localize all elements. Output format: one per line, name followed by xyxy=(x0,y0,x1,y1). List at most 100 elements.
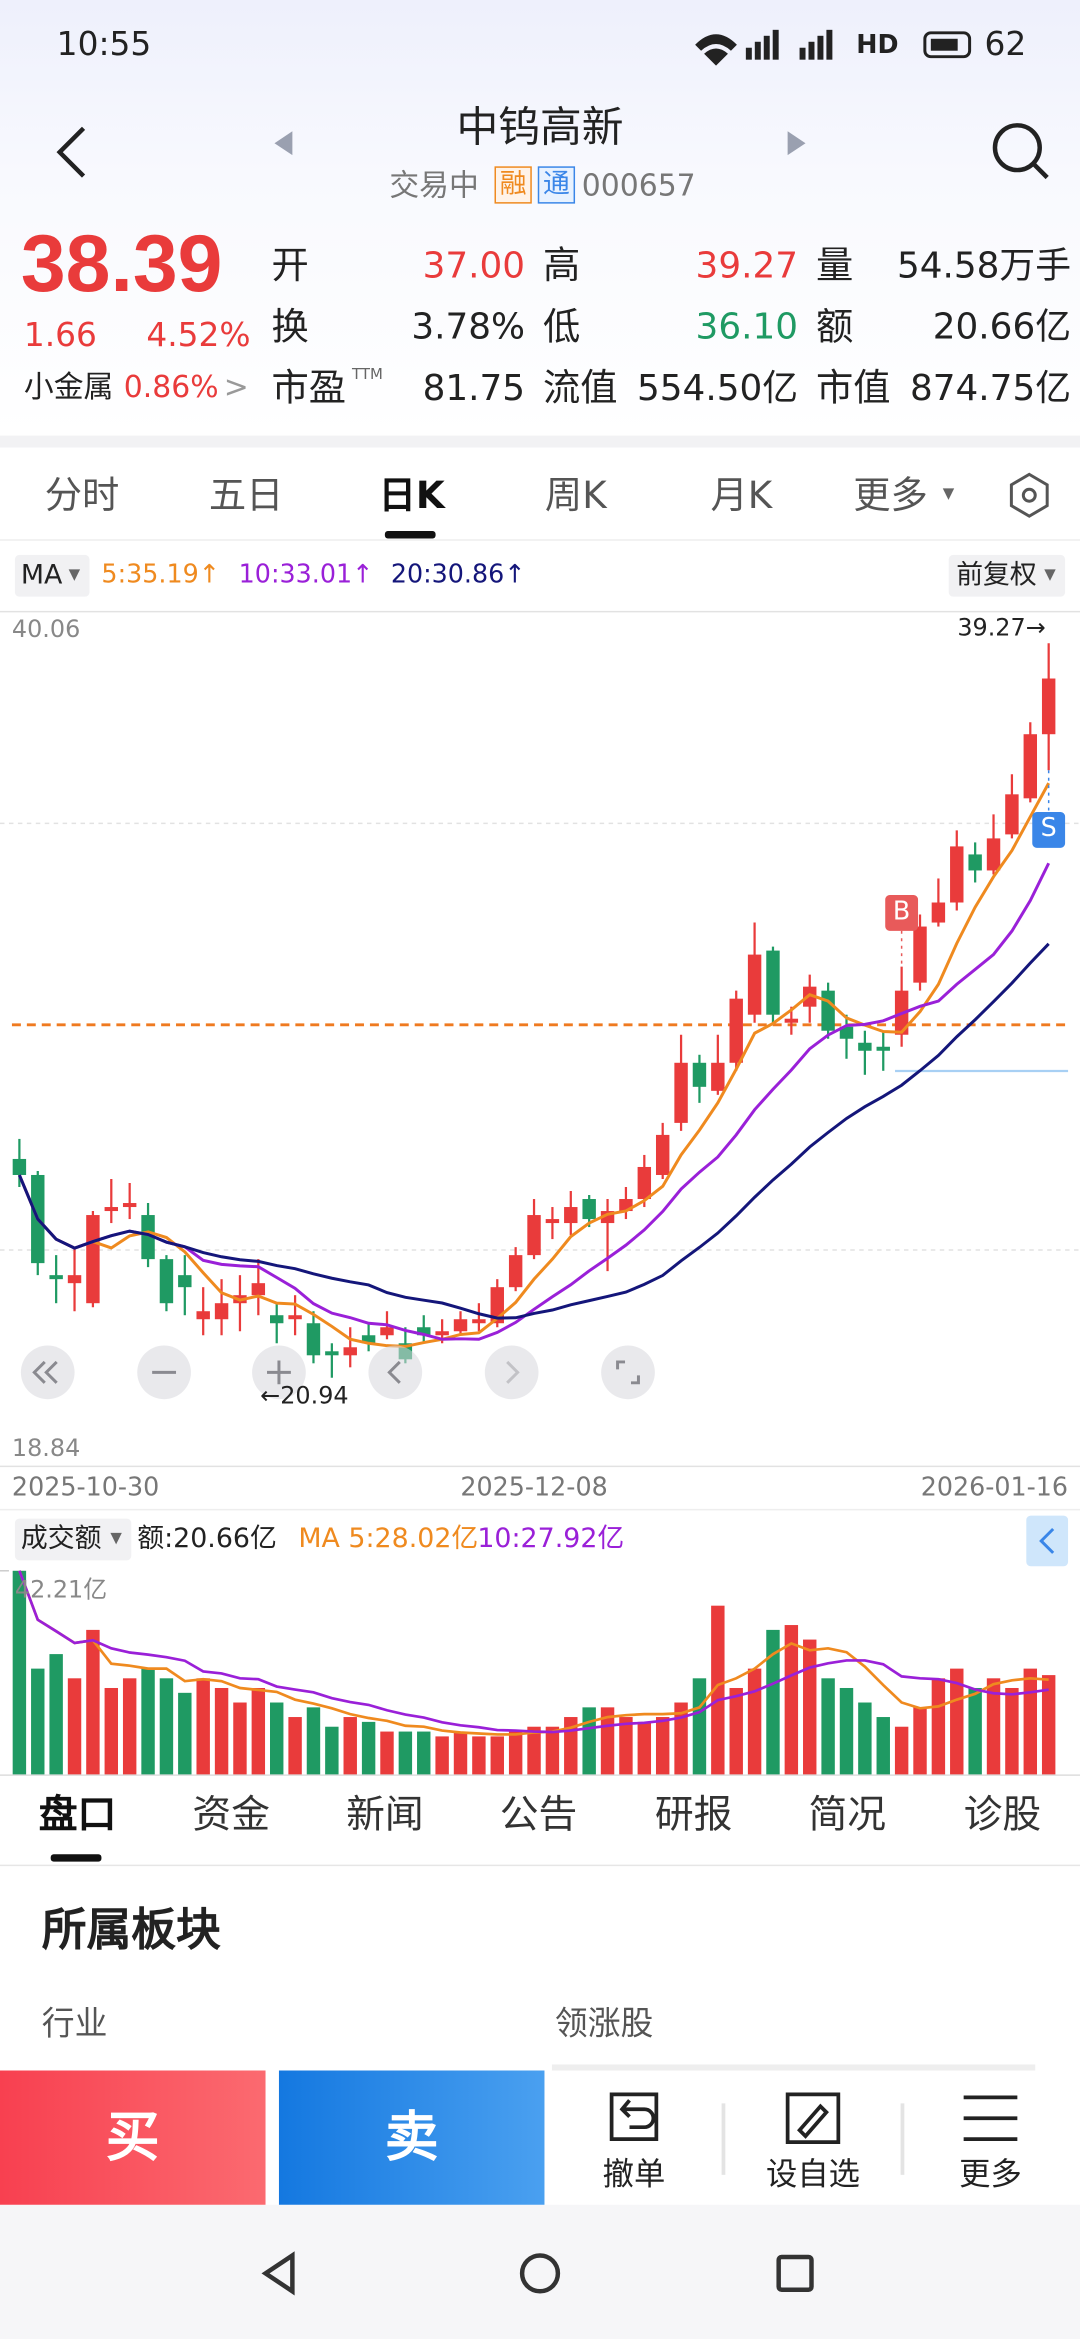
candle-body xyxy=(417,1327,431,1336)
next-icon[interactable] xyxy=(787,131,806,156)
action-label[interactable]: 更多 xyxy=(959,2156,1022,2193)
nav-bar xyxy=(0,2204,1080,2340)
field-value: 3.78% xyxy=(411,305,526,348)
candle-body xyxy=(288,1315,302,1320)
period-tab[interactable]: 月K xyxy=(710,473,773,517)
volume-max-label: 42.21亿 xyxy=(14,1575,108,1604)
field-label: 高 xyxy=(542,243,581,288)
sell-label[interactable]: 卖 xyxy=(384,2107,439,2169)
volume-bar xyxy=(858,1702,872,1776)
ma-value: 20:30.86↑ xyxy=(390,560,526,590)
volume-bar xyxy=(398,1731,413,1776)
info-tab[interactable]: 简况 xyxy=(808,1793,887,1838)
volume-bar xyxy=(270,1702,284,1776)
candle-body xyxy=(1023,734,1038,799)
stock-name: 中钨高新 xyxy=(456,102,624,153)
period-tab[interactable]: 分时 xyxy=(44,473,120,517)
collapse-icon[interactable] xyxy=(1039,1527,1055,1554)
candle-body xyxy=(122,1203,137,1208)
tab-indicator xyxy=(384,531,436,539)
volume-bar xyxy=(233,1702,247,1776)
back-icon[interactable] xyxy=(56,126,86,178)
candle-body xyxy=(472,1319,486,1324)
volume-bar xyxy=(49,1654,63,1776)
field-label: 换 xyxy=(271,305,309,349)
ma-selector-label[interactable]: MA xyxy=(20,559,63,591)
field-value: 37.00 xyxy=(422,244,526,287)
volume-bar xyxy=(1041,1675,1056,1776)
action-label[interactable]: 设自选 xyxy=(765,2156,860,2193)
volume-bar xyxy=(527,1726,541,1776)
info-tab[interactable]: 研报 xyxy=(654,1793,733,1838)
field-label: 低 xyxy=(542,305,581,349)
volume-bar xyxy=(784,1625,799,1776)
y-max-label: 40.06 xyxy=(11,614,81,643)
divider xyxy=(0,435,1080,448)
volume-bar xyxy=(803,1639,817,1776)
dropdown-arrow: ▼ xyxy=(942,486,955,503)
volume-selector-label[interactable]: 成交额 xyxy=(20,1523,102,1555)
dropdown-arrow: ▼ xyxy=(68,566,81,584)
adjust-label[interactable]: 前复权 xyxy=(956,559,1037,591)
candle-body xyxy=(564,1207,578,1224)
tab-indicator xyxy=(50,1854,102,1862)
buy-button[interactable] xyxy=(0,2070,266,2205)
trade-state: 交易中 xyxy=(389,167,479,203)
action-label[interactable]: 撤单 xyxy=(602,2156,666,2193)
volume-bar xyxy=(196,1678,210,1776)
prev-icon[interactable] xyxy=(274,131,293,156)
volume-bar xyxy=(122,1678,137,1776)
ma20-line xyxy=(18,942,1050,1320)
volume-bar xyxy=(692,1678,707,1776)
y-min-label: 18.84 xyxy=(11,1433,81,1462)
last-price: 38.39 xyxy=(20,219,223,309)
volume-bar xyxy=(417,1731,431,1776)
candle-body xyxy=(196,1311,210,1320)
period-tab[interactable]: 更多 xyxy=(853,473,928,517)
info-tab[interactable]: 公告 xyxy=(499,1793,578,1838)
period-tab[interactable]: 五日 xyxy=(208,473,284,517)
volume-bar xyxy=(637,1721,652,1776)
x-tick-label: 2026-01-16 xyxy=(920,1473,1069,1503)
buy-label[interactable]: 买 xyxy=(105,2107,160,2169)
candle-body xyxy=(214,1303,229,1320)
volume-value: 额:20.66亿 xyxy=(137,1523,277,1555)
candle-body xyxy=(270,1315,284,1324)
volume-bar xyxy=(821,1678,835,1776)
adjust-selector[interactable] xyxy=(948,554,1066,597)
candle-body xyxy=(306,1323,321,1356)
sector-name[interactable]: 小金属 xyxy=(23,368,114,405)
field-value: 20.66亿 xyxy=(932,305,1072,348)
period-tab[interactable]: 日K xyxy=(378,473,445,517)
candle-body xyxy=(527,1215,541,1256)
volume-bar xyxy=(545,1726,560,1776)
candle-body xyxy=(968,854,982,871)
volume-bar xyxy=(876,1717,890,1776)
candle-body xyxy=(86,1215,100,1304)
field-label: 量 xyxy=(815,243,854,288)
search-icon[interactable] xyxy=(992,123,1042,173)
control-icons xyxy=(32,1360,640,1385)
settings-icon[interactable] xyxy=(1009,472,1049,518)
volume-bar xyxy=(178,1692,192,1776)
candle-body xyxy=(747,954,762,1015)
info-tab[interactable]: 新闻 xyxy=(346,1793,424,1838)
volume-selector[interactable] xyxy=(14,1518,132,1561)
info-tab[interactable]: 资金 xyxy=(192,1793,271,1838)
candle-body xyxy=(986,838,1001,871)
sector-change[interactable]: 0.86% xyxy=(123,368,219,405)
sell-button[interactable] xyxy=(278,2070,545,2205)
divider xyxy=(0,1864,1080,1867)
ma-selector[interactable] xyxy=(14,554,90,597)
collapse-button[interactable] xyxy=(1026,1515,1069,1567)
ma-value: 10:33.01↑ xyxy=(238,560,374,590)
info-tab[interactable]: 盘口 xyxy=(38,1793,117,1838)
volume-bar xyxy=(325,1726,339,1776)
volume-bar xyxy=(435,1736,449,1776)
nav-icons[interactable] xyxy=(261,2251,814,2296)
volume-value: 10:27.92亿 xyxy=(477,1523,625,1555)
period-tab[interactable]: 周K xyxy=(544,473,607,517)
volume-bar xyxy=(141,1668,155,1776)
info-tab[interactable]: 诊股 xyxy=(963,1793,1042,1838)
